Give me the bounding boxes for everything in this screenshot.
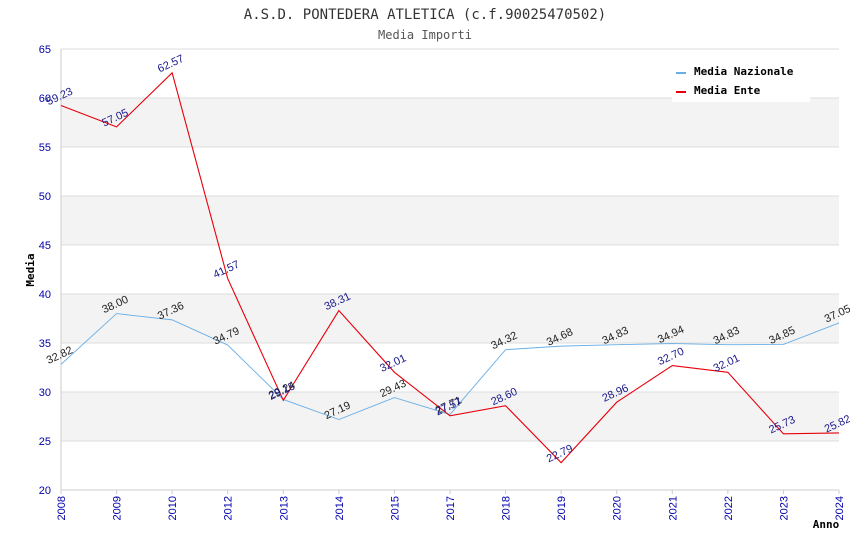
- x-tick-label: 2013: [278, 496, 290, 520]
- series-line-nazionale: [60, 313, 840, 421]
- y-axis-title: Media: [24, 253, 37, 286]
- x-tick-label: 2021: [667, 496, 679, 520]
- x-tick-label: 2010: [167, 496, 179, 520]
- y-tick-label: 40: [39, 289, 51, 301]
- x-tick-label: 2018: [501, 496, 513, 520]
- y-tick-label: 20: [39, 485, 51, 497]
- x-tick-label: 2014: [334, 496, 346, 520]
- plot-band: [61, 441, 839, 490]
- legend-box: [672, 60, 810, 102]
- chart-subtitle: Media Importi: [378, 28, 472, 42]
- legend-label-ente: Media Ente: [694, 84, 761, 97]
- plot-band: [61, 343, 839, 392]
- x-tick-label: 2012: [223, 496, 235, 520]
- x-axis-title: Anno: [813, 518, 840, 531]
- x-tick-label: 2023: [778, 496, 790, 520]
- series-lines: [60, 71, 840, 464]
- x-tick-label: 2009: [112, 496, 124, 520]
- x-tick-label: 2017: [445, 496, 457, 520]
- x-axis-ticks: 2008 2009 2010 2012 2013 2014 2015 2017 2018 2019…: [56, 490, 846, 520]
- legend: Media Nazionale Media Ente: [672, 60, 810, 102]
- y-tick-label: 30: [39, 387, 51, 399]
- plot-band: [61, 196, 839, 245]
- plot-band: [61, 147, 839, 196]
- y-tick-label: 35: [39, 338, 51, 350]
- series-line-ente: [60, 71, 840, 464]
- y-tick-label: 45: [39, 240, 51, 252]
- x-tick-label: 2020: [612, 496, 624, 520]
- x-tick-label: 2015: [389, 496, 401, 520]
- plot-band: [61, 294, 839, 343]
- y-tick-label: 65: [39, 44, 51, 56]
- plot-band: [61, 245, 839, 294]
- plot-background: [61, 49, 839, 490]
- x-tick-label: 2024: [834, 496, 846, 520]
- plot-band: [61, 98, 839, 147]
- x-tick-label: 2019: [556, 496, 568, 520]
- y-axis-ticks: 20 25 30 35 40 45 50 55 60 65: [39, 44, 51, 497]
- y-tick-label: 50: [39, 191, 51, 203]
- legend-label-nazionale: Media Nazionale: [694, 65, 794, 78]
- y-tick-label: 60: [39, 93, 51, 105]
- y-tick-label: 25: [39, 436, 51, 448]
- plot-band: [61, 392, 839, 441]
- chart-title: A.S.D. PONTEDERA ATLETICA (c.f.900254705…: [244, 7, 606, 23]
- x-tick-label: 2022: [723, 496, 735, 520]
- x-tick-label: 2008: [56, 496, 68, 520]
- y-tick-label: 55: [39, 142, 51, 154]
